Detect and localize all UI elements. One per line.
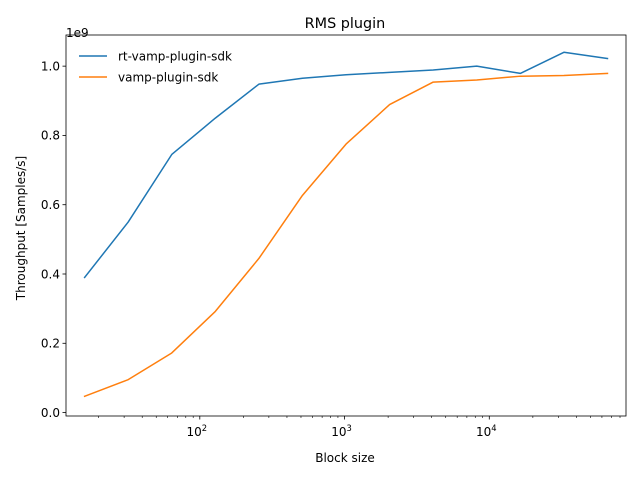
chart-title: RMS plugin (305, 16, 386, 32)
y-tick-label: 0.0 (41, 406, 60, 420)
y-offset-label: 1e9 (66, 26, 89, 40)
x-axis-label: Block size (315, 451, 375, 465)
y-tick-label: 0.6 (41, 198, 60, 212)
legend-label-2: vamp-plugin-sdk (118, 70, 218, 84)
x-tick-label: 102 (186, 423, 207, 439)
plot-area-frame (65, 34, 627, 417)
series-line-2 (83, 72, 609, 398)
x-tick-label: 103 (331, 423, 352, 439)
legend-label-1: rt-vamp-plugin-sdk (118, 49, 232, 63)
y-tick-label: 0.2 (41, 337, 60, 351)
series-line-1 (83, 51, 609, 279)
y-tick-label: 1.0 (41, 59, 60, 73)
y-tick-label: 0.8 (41, 129, 60, 143)
y-tick-label: 0.4 (41, 267, 60, 281)
x-tick-label: 104 (476, 423, 497, 439)
y-axis-label: Throughput [Samples/s] (14, 156, 28, 301)
